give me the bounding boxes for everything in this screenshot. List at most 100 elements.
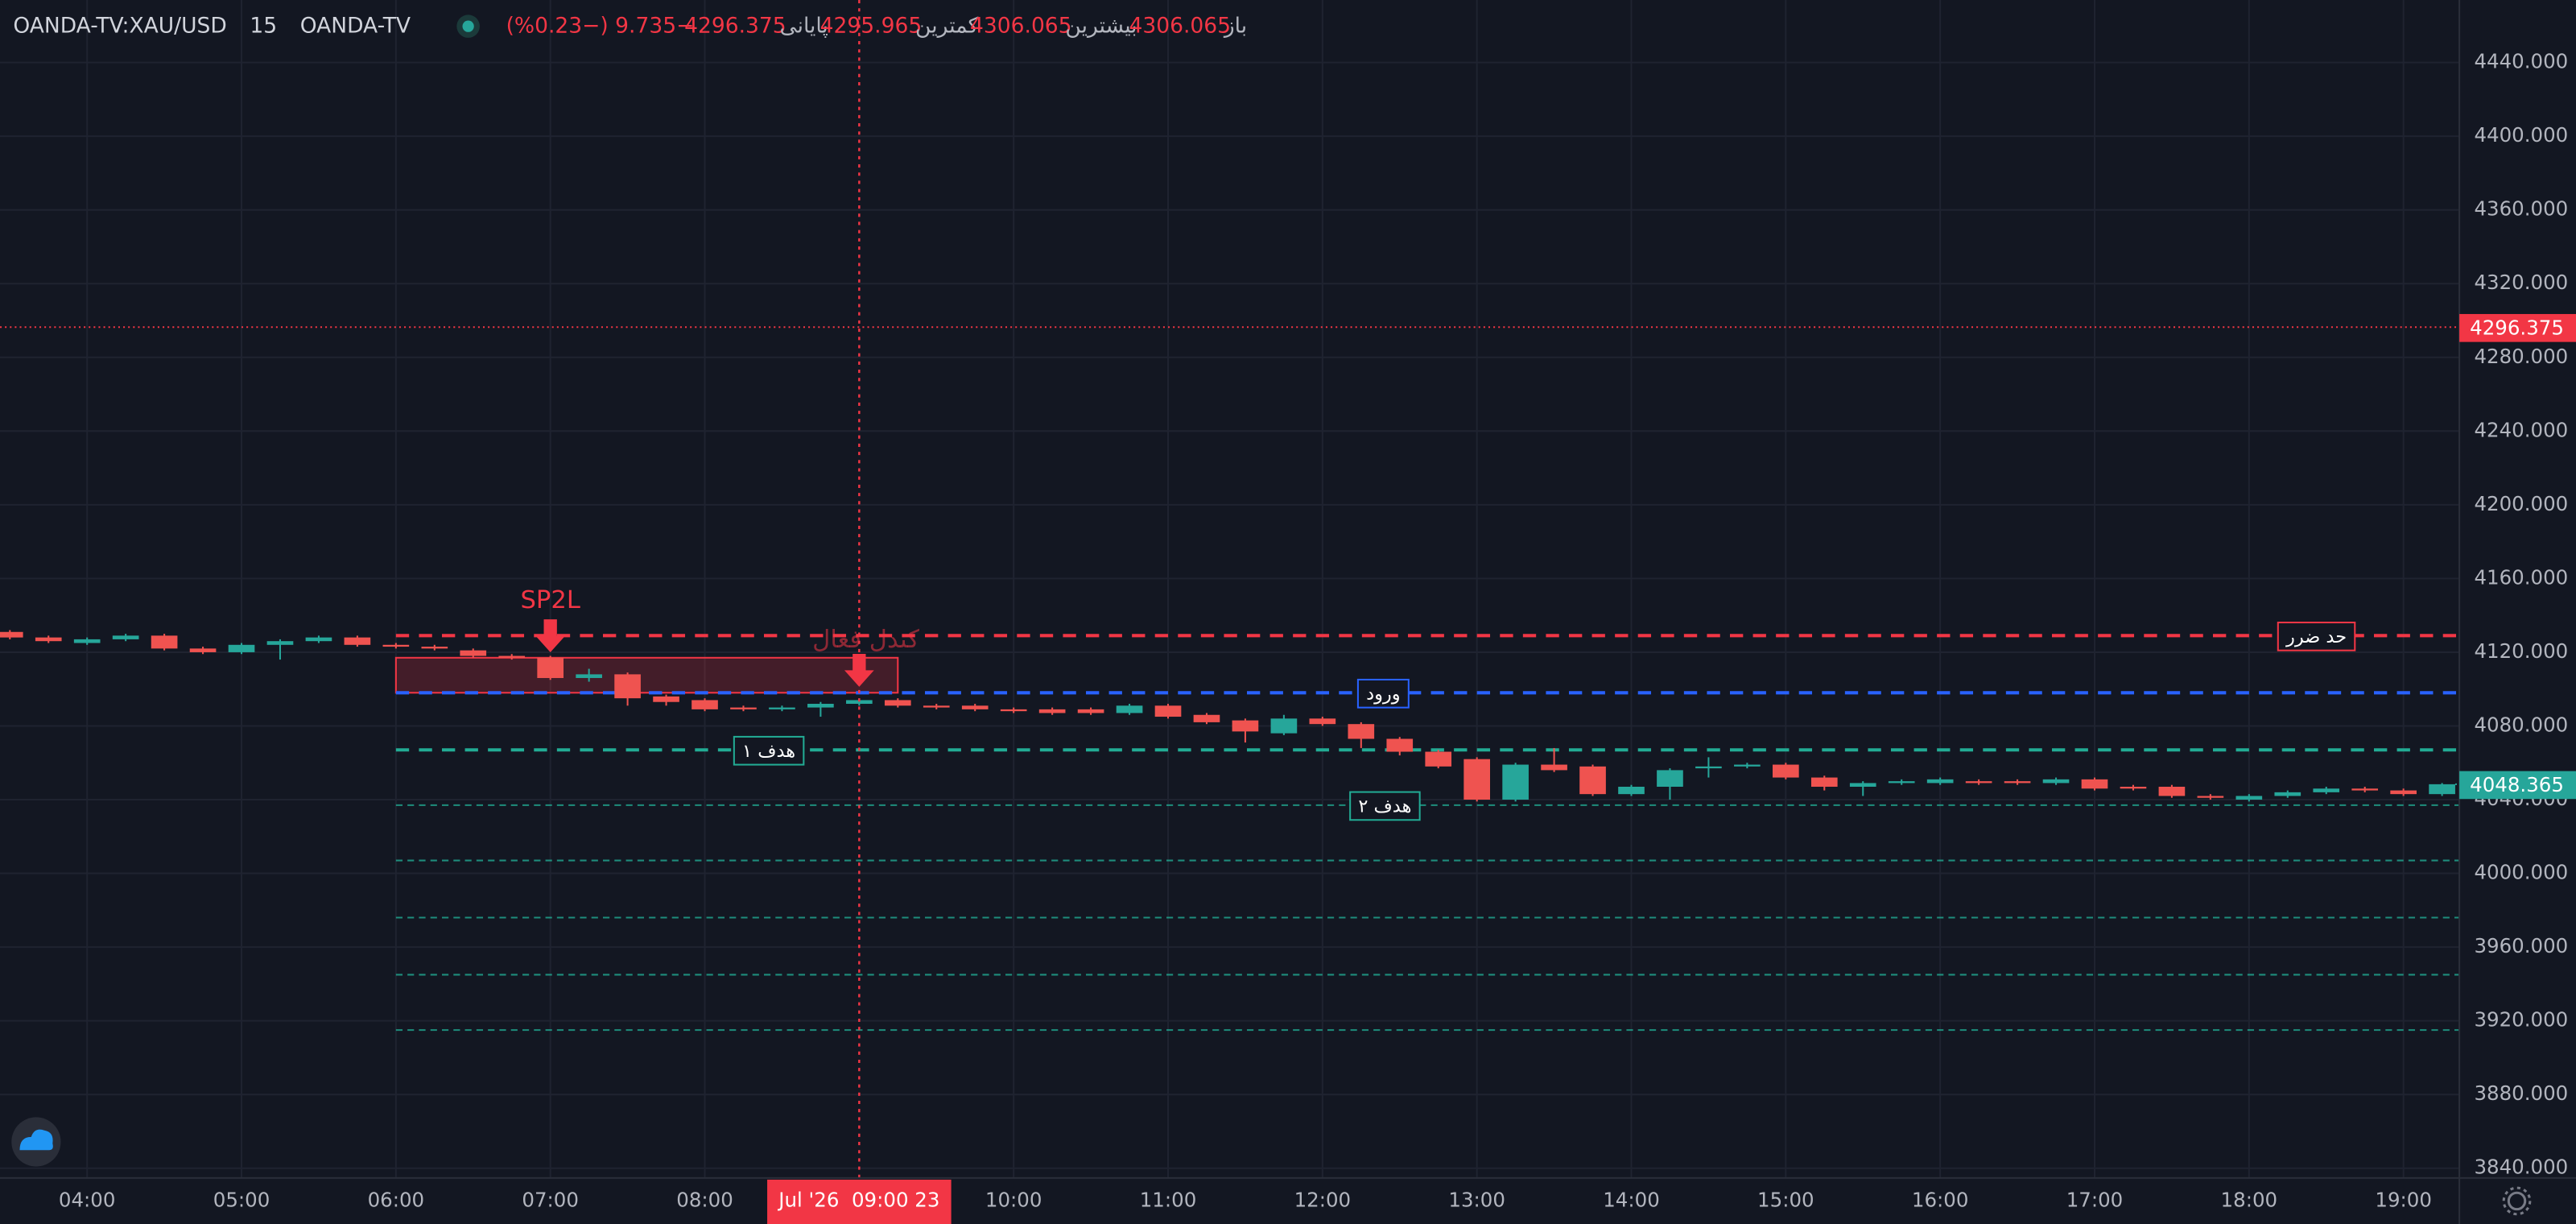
candle-body — [537, 657, 564, 678]
candle-body — [1463, 759, 1490, 800]
x-tick-label: 16:00 — [1912, 1188, 1969, 1211]
grid — [0, 0, 2460, 1178]
x-tick-label: 18:00 — [2221, 1188, 2278, 1211]
candle-body — [0, 631, 23, 638]
zone-box — [394, 656, 899, 694]
gear-icon[interactable] — [2507, 1191, 2527, 1211]
candle-body — [961, 705, 989, 709]
level-label-text: حد ضرر — [2285, 626, 2347, 647]
candle-body — [1965, 781, 1992, 784]
level-label-box — [1356, 678, 1410, 709]
candle-body — [498, 655, 526, 658]
candle-body — [2390, 790, 2417, 795]
price-label-box — [2459, 313, 2576, 342]
plot: حد ضرر ورود هدف ۱ هدف ۲ SP2L کندل فعال — [0, 0, 2460, 1178]
ohlc-legend: باز4306.065بیشترین4306.065کمترین4295.965… — [506, 13, 1248, 38]
gear-teeth — [2502, 1186, 2532, 1216]
candle-body — [1773, 764, 1799, 778]
crosshair-label: Jul '26 09:00 23 — [777, 1188, 939, 1211]
candle-body — [382, 644, 410, 647]
logo[interactable] — [11, 1117, 61, 1167]
x-tick-label: 04:00 — [59, 1188, 116, 1211]
candle-body — [1734, 764, 1761, 767]
candle-body — [730, 707, 757, 709]
y-tick-label: 4440.000 — [2474, 50, 2568, 73]
x-tick-label: 15:00 — [1757, 1188, 1814, 1211]
level-label-box — [1349, 791, 1421, 821]
change-value: −9.735 (−0.23%) — [506, 13, 695, 38]
candle-body — [1502, 764, 1529, 800]
candle-body — [1348, 724, 1375, 739]
candle-body — [1657, 770, 1683, 788]
settings-button[interactable] — [2502, 1186, 2532, 1216]
x-tick-label: 05:00 — [213, 1188, 270, 1211]
level-label: ورود — [1356, 678, 1410, 709]
candle-body — [73, 639, 101, 643]
y-tick-label: 4240.000 — [2474, 418, 2568, 441]
y-tick-label: 4360.000 — [2474, 197, 2568, 221]
y-tick-label: 3880.000 — [2474, 1081, 2568, 1105]
x-tick-label: 17:00 — [2066, 1188, 2124, 1211]
legend-source: OANDA-TV — [300, 13, 411, 38]
y-tick-label: 4000.000 — [2474, 861, 2568, 884]
x-tick-label: 13:00 — [1448, 1188, 1505, 1211]
ohlc-value: 4306.065 — [970, 13, 1072, 38]
candle-body — [1193, 714, 1220, 722]
candle-body — [1077, 709, 1104, 713]
candle-body — [189, 648, 217, 652]
candle-body — [1425, 751, 1452, 767]
x-tick-label: 14:00 — [1603, 1188, 1660, 1211]
ohlc-value: 4306.065 — [1129, 13, 1231, 38]
symbol-legend[interactable]: OANDA-TV:XAU/USD 15 OANDA-TV — [13, 13, 411, 38]
annotation-text: کندل فعال — [812, 626, 919, 654]
level-label: حد ضرر — [2277, 621, 2356, 651]
ohlc-value: 4295.965 — [820, 13, 923, 38]
candle-body — [1849, 783, 1876, 788]
crosshair-label-box — [767, 1179, 952, 1224]
last-price-box — [2459, 771, 2576, 800]
ohlc-label: کمترین — [915, 13, 979, 38]
candle-body — [1695, 766, 1722, 769]
x-tick-label: 08:00 — [676, 1188, 733, 1211]
candle-body — [653, 696, 679, 702]
candle-body — [2313, 788, 2340, 792]
candle-body — [344, 637, 371, 645]
legend-symbol: OANDA-TV:XAU/USD — [13, 13, 226, 38]
candle-body — [151, 635, 178, 649]
candle-body — [421, 647, 448, 649]
y-tick-label: 4320.000 — [2474, 271, 2568, 294]
candle-body — [1154, 705, 1182, 717]
ohlc-value: 4296.375 — [684, 13, 786, 38]
level-label-box — [2277, 621, 2356, 651]
y-tick-label: 3920.000 — [2474, 1008, 2568, 1032]
ohlc-label: بیشترین — [1065, 13, 1137, 38]
candle-body — [305, 637, 332, 642]
candle-body — [2042, 779, 2070, 784]
candle-body — [1579, 766, 1606, 795]
candle-body — [266, 641, 294, 645]
level-label: هدف ۲ — [1349, 791, 1421, 821]
y-tick-label: 4400.000 — [2474, 123, 2568, 147]
y-tick-label: 3840.000 — [2474, 1156, 2568, 1179]
candle-body — [2120, 787, 2147, 789]
candle-body — [2429, 784, 2455, 795]
candle-body — [1888, 781, 1915, 784]
candle-body — [2197, 796, 2224, 798]
axes: 04:00 05:00 06:00 07:00 08:00 10:00 11:00 12:00… — [59, 50, 2576, 1224]
candle-body — [807, 704, 834, 708]
candle-body — [2351, 788, 2379, 791]
price-label: 4296.375 — [2470, 316, 2564, 339]
candle-body — [1386, 738, 1414, 752]
candle-body — [691, 700, 718, 709]
candle-body — [1926, 779, 1954, 784]
candle-body — [2081, 779, 2108, 789]
candle-body — [1541, 764, 1567, 771]
candle-body — [1270, 718, 1298, 734]
annotation-arrow — [844, 654, 874, 687]
candle-body — [884, 700, 911, 706]
annotation-text: SP2L — [520, 586, 580, 614]
level-label-text: ورود — [1366, 684, 1401, 705]
level-label-box — [733, 735, 805, 766]
